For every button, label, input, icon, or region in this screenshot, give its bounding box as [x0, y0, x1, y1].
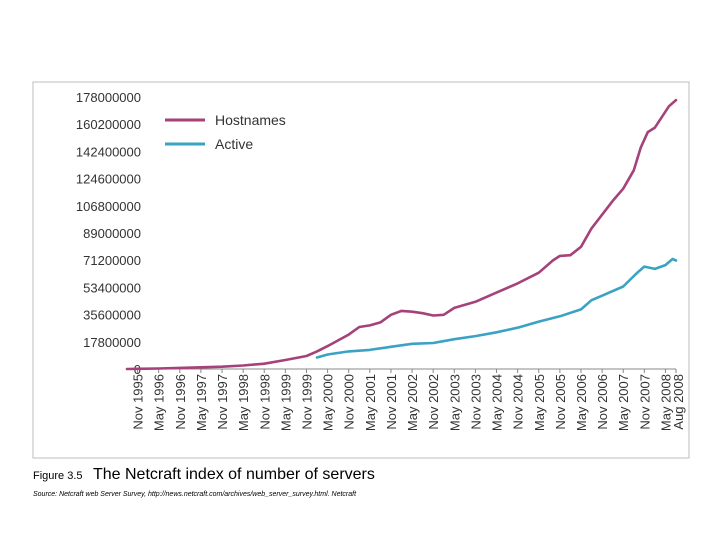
- legend-label-hostnames: Hostnames: [215, 112, 286, 128]
- series-lines: [125, 98, 678, 371]
- y-tick-label: 17800000: [83, 335, 141, 350]
- x-tick-label: May 2000: [321, 374, 336, 431]
- y-axis: 0178000003560000053400000712000008900000…: [76, 90, 141, 377]
- y-tick-label: 106800000: [76, 199, 141, 214]
- y-tick-label: 71200000: [83, 253, 141, 268]
- x-tick-label: May 2001: [363, 374, 378, 431]
- x-tick-label: Nov 2007: [637, 374, 652, 430]
- series-line-hostnames: [125, 98, 678, 371]
- x-tick-label: Nov 1999: [299, 374, 314, 430]
- x-axis: Nov 1995 May 1996 Nov 1996 May 1997 Nov 1997…: [131, 369, 686, 431]
- x-tick-label: Nov 2004: [511, 374, 526, 430]
- legend: Hostnames Active: [165, 112, 286, 152]
- figure-title: The Netcraft index of number of servers: [92, 466, 375, 483]
- plot-frame: [32, 81, 690, 459]
- x-tick-label: May 2004: [490, 374, 505, 431]
- x-tick-label: May 1998: [236, 374, 251, 431]
- x-tick-label: May 2008: [658, 374, 673, 431]
- x-tick-label: May 1999: [278, 374, 293, 431]
- x-tick-label: Nov 2003: [468, 374, 483, 430]
- x-tick-label: May 2005: [532, 374, 547, 431]
- x-tick-label: May 2006: [574, 374, 589, 431]
- y-tick-label: 142400000: [76, 144, 141, 159]
- x-tick-label: May 1997: [194, 374, 209, 431]
- x-tick-label: May 2003: [447, 374, 462, 431]
- netcraft-chart: 0178000003560000053400000712000008900000…: [32, 81, 690, 459]
- x-tick-label: May 1996: [152, 374, 167, 431]
- x-tick-label: Nov 1996: [173, 374, 188, 430]
- x-tick-label: Nov 2002: [426, 374, 441, 430]
- x-tick-label: Nov 1998: [257, 374, 272, 430]
- y-tick-label: 89000000: [83, 226, 141, 241]
- series-line-active: [315, 257, 678, 359]
- y-tick-label: 178000000: [76, 90, 141, 105]
- x-tick-label: Nov 1995: [131, 374, 146, 430]
- x-tick-label: Nov 2000: [342, 374, 357, 430]
- y-tick-label: 35600000: [83, 308, 141, 323]
- x-tick-label: May 2007: [616, 374, 631, 431]
- x-tick-label: Nov 2005: [553, 374, 568, 430]
- y-tick-label: 53400000: [83, 280, 141, 295]
- y-tick-label: 160200000: [76, 117, 141, 132]
- x-tick-label: Nov 1997: [215, 374, 230, 430]
- x-tick-label: May 2002: [405, 374, 420, 431]
- x-tick-label: Nov 2001: [384, 374, 399, 430]
- legend-label-active: Active: [215, 136, 253, 152]
- figure-label: Figure 3.5: [33, 470, 83, 482]
- source-line: Source: Netcraft web Server Survey, http…: [33, 491, 357, 498]
- y-tick-label: 124600000: [76, 172, 141, 187]
- x-tick-label: Aug 2008: [671, 374, 686, 430]
- figure-caption: Figure 3.5 The Netcraft index of number …: [33, 466, 693, 484]
- x-tick-label: Nov 2006: [595, 374, 610, 430]
